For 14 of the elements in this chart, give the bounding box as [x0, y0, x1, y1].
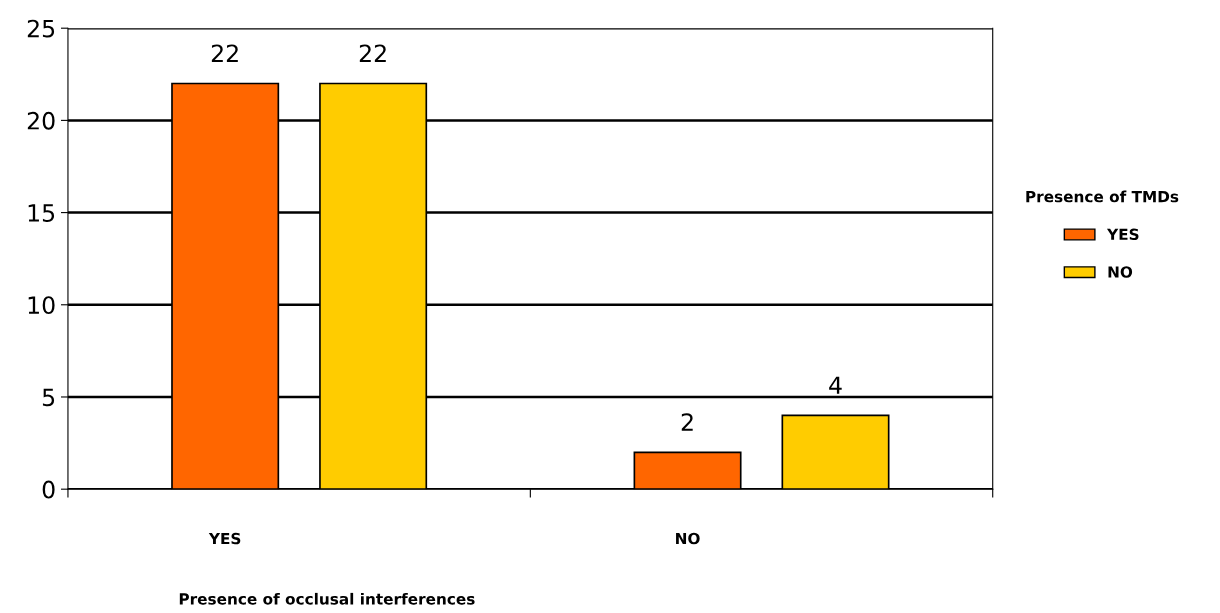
y-tick-label: 20 [27, 111, 55, 130]
data-label: 22 [359, 44, 386, 62]
y-tick-label: 15 [28, 204, 55, 222]
legend-title: Presence of TMDs [1026, 190, 1179, 203]
data-label: 22 [211, 44, 238, 62]
legend-label: YES [1106, 228, 1139, 241]
data-label: 4 [829, 376, 842, 394]
y-tick-label: 10 [28, 296, 55, 315]
x-axis-title: Presence of occlusal interferences [179, 592, 475, 605]
legend-label: NO [1108, 266, 1133, 278]
y-tick-label: 25 [27, 19, 55, 38]
y-tick-label: 5 [42, 388, 55, 407]
y-tick-label: 0 [42, 480, 55, 499]
data-label: 2 [681, 413, 693, 431]
